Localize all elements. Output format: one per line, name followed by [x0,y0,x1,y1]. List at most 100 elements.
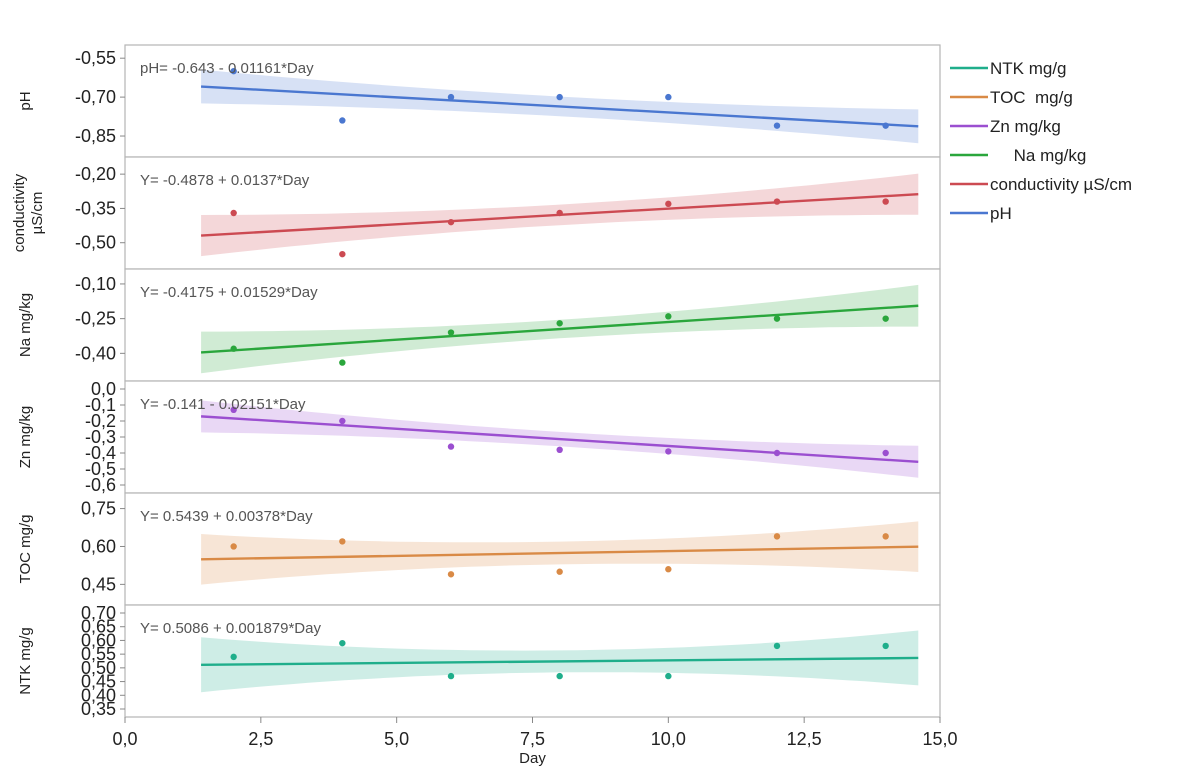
x-tick-label: 0,0 [112,729,137,749]
data-point-conductivity [230,209,237,217]
x-tick-label: 15,0 [922,729,957,749]
equation-label-pH: pH= -0.643 - 0.01161*Day [140,60,314,77]
panel-TOC: Y= 0.5439 + 0.00378*Day 0,75 0,60 0,45 TOC m… [17,492,941,606]
equation-label-Zn: Y= -0.141 - 0.02151*Day [140,396,306,413]
x-tick-label: 2,5 [248,729,273,749]
data-point-TOC [556,568,563,575]
panel-frame [124,44,941,158]
y-tick-label: 0,50 [81,658,116,678]
y-tick-label: -0,3 [85,427,116,447]
y-axis-title-NTK: NTK mg/g [17,627,34,695]
x-axis-title: Day [519,750,546,767]
data-point-pH [339,117,346,124]
data-point-Na [339,359,346,366]
legend: NTK mg/g TOC mg/g Zn mg/kg Na mg/kg conduct… [950,59,1132,223]
y-tick-label: -0,25 [75,309,116,329]
data-point-NTK [882,642,889,650]
y-tick-label: -0,70 [75,87,116,107]
regression-line-Na [200,304,919,354]
y-tick-label: -0,10 [75,274,116,294]
legend-item-pH: pH [950,204,1012,223]
y-tick-label: 0,70 [81,603,116,623]
y-tick-label: 0,35 [81,699,116,719]
equation-label-Na: Y= -0.4175 + 0.01529*Day [140,284,318,301]
y-tick-label: -0,40 [75,343,116,363]
y-axis-title-Zn: Zn mg/kg [17,406,34,469]
x-tick-label: 12,5 [787,729,822,749]
panel-plot-area [200,173,919,258]
y-tick-label: -0,50 [75,233,116,253]
legend-label-Zn: Zn mg/kg [990,117,1061,136]
panel-frame [124,156,941,270]
panel-plot-area [200,284,919,374]
y-axis-title-Na: Na mg/kg [17,293,34,357]
legend-item-NTK: NTK mg/g [950,59,1067,78]
equation-label-conductivity: Y= -0.4878 + 0.0137*Day [140,172,310,189]
y-tick-label: -0,4 [85,443,116,463]
data-point-conductivity [447,218,455,226]
y-axis-title-conductivity: µS/cm [29,192,46,235]
equation-label-TOC: Y= 0.5439 + 0.00378*Day [140,508,313,525]
data-point-NTK [556,672,563,680]
y-tick-label: 0,60 [81,630,116,650]
panel-plot-area [201,630,919,693]
data-point-conductivity [556,209,563,217]
y-tick-label: 0,60 [81,536,116,556]
data-point-TOC [665,566,672,573]
x-tick-label: 7,5 [520,729,545,749]
panel-Na: Y= -0.4175 + 0.01529*Day -0,10 -0,25 -0,40 N… [17,268,941,382]
data-point-Zn [447,443,455,450]
panels-layer: pH= -0.643 - 0.01161*Day -0,55 -0,70 -0,85 p… [11,44,941,719]
data-point-TOC [882,533,889,540]
data-point-Zn [882,449,889,457]
panel-frame [124,268,941,382]
data-point-pH [447,93,455,101]
legend-item-conductivity: conductivity µS/cm [950,175,1132,194]
data-point-conductivity [882,198,889,205]
panel-Zn: Y= -0.141 - 0.02151*Day0,0-0,1-0,2-0,3-0… [17,379,941,495]
data-point-Zn [773,449,781,457]
legend-label-NTK: NTK mg/g [990,59,1067,78]
y-tick-label: -0,20 [75,164,116,184]
data-point-NTK [447,672,455,680]
regression-line-TOC [201,545,919,561]
data-point-Zn [339,417,346,425]
data-point-TOC [447,571,455,578]
data-point-Zn [556,446,563,453]
y-tick-label: -0,5 [85,459,116,479]
data-point-NTK [665,672,672,680]
data-point-conductivity [773,198,781,205]
data-point-TOC [230,543,237,550]
data-point-Na [665,313,672,320]
panel-plot-area [201,521,919,585]
legend-label-TOC: TOC mg/g [990,88,1073,107]
legend-label-Na: Na mg/kg [990,146,1086,165]
regression-line-pH [201,85,919,128]
y-tick-label: 0,40 [81,685,116,705]
legend-label-pH: pH [990,204,1012,223]
y-tick-label: -0,1 [85,395,116,415]
y-axis-title-TOC: TOC mg/g [17,515,34,584]
panel-pH: pH= -0.643 - 0.01161*Day -0,55 -0,70 -0,85 p… [17,44,941,158]
data-point-NTK [230,653,237,661]
y-axis-title-pH: pH [17,91,34,110]
data-point-NTK [773,642,781,650]
regression-line-Zn [200,415,919,464]
legend-item-Zn: Zn mg/kg [950,117,1061,136]
y-tick-label: -0,35 [75,198,116,218]
x-axis: Day 0,0 2,5 5,0 7,5 10,0 12,5 15,0 [112,717,958,767]
y-tick-label: -0,6 [85,475,116,495]
panel-NTK: Y= 0.5086 + 0.001879*Day 0,700,650,600,55… [17,603,941,719]
data-point-Na [882,315,889,322]
data-point-conductivity [665,200,672,208]
y-tick-label: 0,75 [81,499,116,519]
y-tick-label: 0,0 [91,379,116,399]
data-point-Zn [665,448,672,455]
equation-label-NTK: Y= 0.5086 + 0.001879*Day [140,620,321,637]
data-point-conductivity [339,250,346,258]
panel-plot-area [200,400,919,478]
data-point-Na [230,345,237,352]
legend-item-Na: Na mg/kg [950,146,1086,165]
